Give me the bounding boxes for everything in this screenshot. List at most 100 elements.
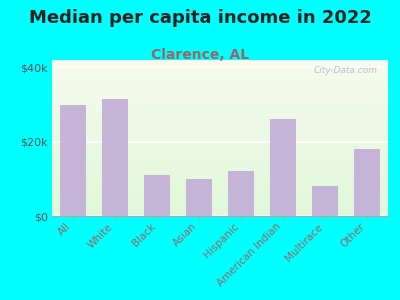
Bar <box>52 102 388 104</box>
Bar <box>52 203 388 205</box>
Bar <box>52 190 388 191</box>
Bar <box>52 143 388 144</box>
Bar <box>52 152 388 154</box>
Bar <box>52 157 388 158</box>
Bar <box>52 99 388 100</box>
Bar <box>52 177 388 178</box>
Bar <box>52 116 388 118</box>
Bar <box>52 94 388 96</box>
Bar <box>52 180 388 182</box>
Bar <box>60 105 86 216</box>
Bar <box>52 135 388 136</box>
Bar <box>52 161 388 163</box>
Bar <box>52 160 388 161</box>
Text: Clarence, AL: Clarence, AL <box>151 48 249 62</box>
Bar <box>52 205 388 207</box>
Bar <box>52 96 388 98</box>
Bar <box>52 196 388 197</box>
Bar <box>52 82 388 83</box>
Bar <box>52 202 388 203</box>
Bar <box>52 171 388 172</box>
Bar <box>52 141 388 143</box>
Bar <box>186 179 212 216</box>
Bar <box>52 176 388 177</box>
Bar <box>52 186 388 188</box>
Bar <box>52 185 388 186</box>
Bar <box>52 68 388 69</box>
Bar <box>52 74 388 76</box>
Bar <box>52 90 388 91</box>
Bar <box>52 172 388 174</box>
Bar <box>270 119 296 216</box>
Bar <box>52 129 388 130</box>
Bar <box>144 175 170 216</box>
Bar <box>52 136 388 138</box>
Bar <box>52 132 388 133</box>
Bar <box>52 93 388 94</box>
Bar <box>52 119 388 121</box>
Bar <box>52 112 388 113</box>
Bar <box>52 158 388 160</box>
Bar <box>52 113 388 115</box>
Bar <box>52 213 388 214</box>
Bar <box>52 191 388 193</box>
Bar <box>52 115 388 116</box>
Bar <box>52 108 388 110</box>
Bar <box>52 100 388 102</box>
Bar <box>52 207 388 208</box>
Bar <box>52 79 388 80</box>
Bar <box>52 122 388 124</box>
Bar <box>52 69 388 71</box>
Bar <box>52 178 388 180</box>
Bar <box>52 80 388 82</box>
Bar <box>52 83 388 85</box>
Bar <box>52 194 388 196</box>
Bar <box>52 214 388 216</box>
Bar <box>52 63 388 65</box>
Bar <box>102 99 128 216</box>
Bar <box>52 164 388 166</box>
Bar <box>52 211 388 213</box>
Bar <box>52 77 388 79</box>
Bar <box>52 73 388 74</box>
Bar <box>52 130 388 132</box>
Bar <box>354 149 380 216</box>
Bar <box>52 105 388 107</box>
Text: City-Data.com: City-Data.com <box>314 66 378 75</box>
Bar <box>312 186 338 216</box>
Bar <box>52 200 388 202</box>
Bar <box>52 133 388 135</box>
Bar <box>52 60 388 61</box>
Bar <box>52 124 388 125</box>
Bar <box>52 208 388 210</box>
Bar <box>52 166 388 168</box>
Bar <box>52 199 388 200</box>
Bar <box>52 86 388 88</box>
Bar <box>52 144 388 146</box>
Bar <box>52 91 388 93</box>
Bar <box>52 71 388 73</box>
Bar <box>52 98 388 99</box>
Bar <box>52 85 388 86</box>
Bar <box>52 210 388 211</box>
Bar <box>52 193 388 194</box>
Bar <box>52 183 388 185</box>
Bar <box>52 118 388 119</box>
Bar <box>52 61 388 63</box>
Bar <box>52 182 388 183</box>
Bar <box>52 169 388 171</box>
Bar <box>52 188 388 190</box>
Bar <box>228 171 254 216</box>
Bar <box>52 197 388 199</box>
Bar <box>52 163 388 164</box>
Bar <box>52 155 388 157</box>
Bar <box>52 154 388 155</box>
Bar <box>52 65 388 66</box>
Bar <box>52 88 388 90</box>
Bar <box>52 76 388 77</box>
Bar <box>52 146 388 147</box>
Bar <box>52 174 388 176</box>
Bar <box>52 127 388 129</box>
Bar <box>52 168 388 169</box>
Bar <box>52 121 388 122</box>
